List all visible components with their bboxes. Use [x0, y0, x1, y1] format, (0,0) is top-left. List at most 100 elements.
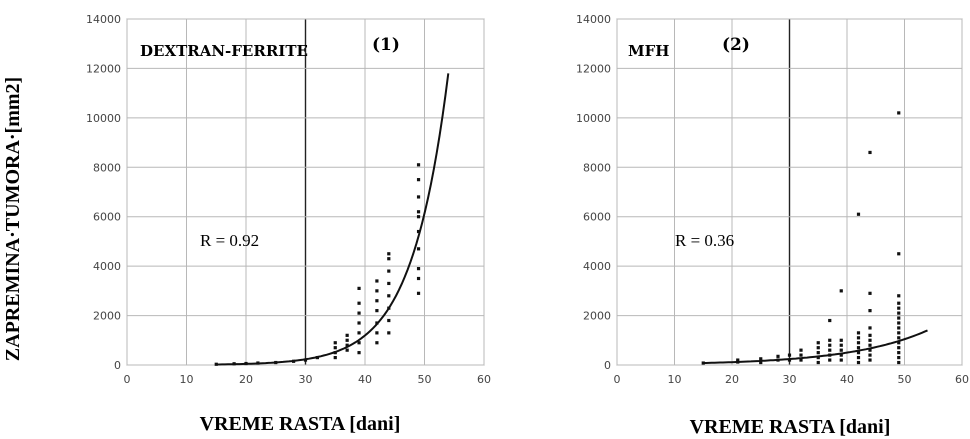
data-point	[839, 289, 843, 293]
data-point	[897, 111, 901, 115]
chart-1: 0 10 20 30 40 50 60 0 2000 4000 6000 8000 10000 12000…	[86, 13, 491, 435]
x-tick-label: 60	[477, 373, 491, 386]
data-point	[897, 252, 901, 256]
data-point	[345, 343, 349, 347]
data-point	[387, 318, 391, 323]
data-point	[856, 341, 861, 345]
data-point	[799, 358, 803, 362]
data-point	[375, 299, 379, 303]
correlation-annotation: R = 0.36	[675, 231, 734, 250]
y-tick-label: 12000	[86, 62, 121, 75]
data-point	[856, 212, 861, 216]
data-point	[333, 355, 337, 360]
data-point	[868, 309, 872, 313]
data-point	[256, 361, 260, 365]
data-point	[828, 358, 832, 362]
data-point	[897, 336, 901, 340]
data-point	[868, 353, 872, 357]
data-point	[387, 294, 391, 298]
data-point	[897, 294, 901, 298]
x-tick-label: 40	[358, 373, 372, 386]
data-point	[897, 321, 901, 325]
data-point	[759, 357, 763, 361]
data-point	[357, 321, 361, 325]
data-point	[776, 358, 780, 362]
data-point	[387, 257, 391, 261]
chart-number: (2)	[722, 35, 750, 55]
y-tick-label: 0	[114, 359, 121, 372]
data-point	[897, 316, 901, 320]
data-point	[375, 279, 379, 283]
data-point	[357, 331, 361, 335]
y-tick-label: 8000	[93, 161, 121, 174]
data-point	[816, 346, 820, 350]
chart-title: MFH	[628, 42, 669, 60]
data-point	[897, 311, 901, 315]
data-point	[303, 358, 308, 362]
y-tick-label: 2000	[583, 310, 611, 323]
data-point	[828, 318, 832, 323]
data-point	[839, 353, 843, 357]
data-point	[839, 338, 843, 342]
data-point	[828, 348, 832, 352]
data-point	[375, 309, 379, 313]
data-point	[868, 343, 872, 347]
data-point	[345, 338, 349, 342]
data-point	[868, 326, 872, 330]
y-tick-label: 14000	[576, 13, 611, 26]
data-point	[856, 360, 861, 365]
data-point	[333, 351, 337, 355]
fit-curve	[216, 73, 450, 366]
data-point	[776, 354, 780, 358]
x-tick-label: 0	[124, 373, 131, 386]
data-point	[416, 229, 421, 234]
data-point	[828, 343, 832, 347]
data-point	[416, 215, 421, 219]
y-tick-label: 6000	[93, 211, 121, 224]
data-point	[828, 338, 832, 342]
data-point	[799, 353, 803, 357]
data-point	[897, 341, 901, 345]
data-point	[416, 210, 421, 214]
data-point	[787, 353, 792, 357]
y-tick-label: 2000	[93, 310, 121, 323]
data-point	[816, 351, 820, 355]
x-tick-label: 60	[955, 373, 969, 386]
data-point	[816, 360, 820, 365]
data-point	[868, 150, 872, 155]
y-tick-label: 10000	[86, 112, 121, 125]
data-point	[816, 341, 820, 345]
data-point	[345, 333, 349, 337]
chart-number: (1)	[372, 35, 400, 55]
data-point	[375, 289, 379, 293]
data-point	[856, 355, 861, 360]
data-point	[387, 306, 391, 310]
data-point	[274, 360, 278, 365]
data-point	[357, 286, 361, 290]
data-point	[333, 346, 337, 350]
data-point	[897, 360, 901, 365]
data-point	[839, 343, 843, 347]
fit-curve	[703, 329, 928, 364]
data-point	[375, 341, 379, 345]
x-tick-label: 30	[783, 373, 797, 386]
data-point	[416, 163, 421, 167]
data-point	[701, 361, 705, 365]
data-point	[897, 331, 901, 335]
data-point	[868, 338, 872, 342]
x-tick-label: 0	[614, 373, 621, 386]
data-point	[357, 341, 361, 345]
data-point	[897, 301, 901, 305]
data-point	[387, 331, 391, 335]
data-point	[214, 362, 218, 366]
data-point	[856, 351, 861, 355]
data-point	[416, 267, 421, 271]
x-tick-label: 20	[239, 373, 253, 386]
data-point	[856, 336, 861, 340]
y-tick-label: 4000	[93, 260, 121, 273]
data-point	[897, 351, 901, 355]
data-point	[357, 311, 361, 315]
data-point	[736, 360, 740, 364]
data-point	[839, 358, 843, 362]
